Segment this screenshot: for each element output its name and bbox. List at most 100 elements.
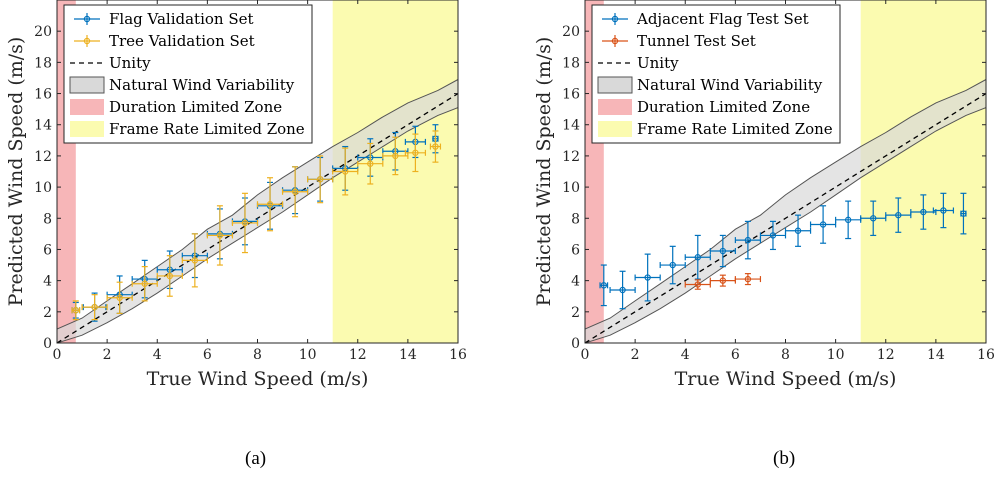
- x-tick-label: 4: [153, 347, 162, 363]
- data-point: [281, 166, 309, 218]
- y-tick-label: 6: [43, 242, 52, 258]
- y-tick-label: 8: [43, 211, 52, 227]
- point-marker: [960, 210, 967, 217]
- data-point: [634, 253, 661, 302]
- point-marker: [116, 294, 123, 301]
- y-axis-label: Predicted Wind Speed (m/s): [533, 37, 555, 307]
- point-marker: [644, 274, 651, 281]
- x-tick-label: 14: [927, 347, 945, 363]
- x-tick-label: 6: [731, 347, 740, 363]
- legend-box: [63, 4, 313, 144]
- legend-label: Unity: [637, 54, 679, 72]
- x-tick-label: 16: [977, 347, 995, 363]
- point-marker: [600, 282, 607, 289]
- point-marker: [719, 247, 727, 255]
- y-tick-label: 4: [571, 274, 580, 290]
- x-tick-label: 14: [399, 347, 417, 363]
- y-tick-label: 0: [43, 336, 52, 352]
- point-marker: [216, 232, 224, 239]
- point-marker: [316, 176, 324, 183]
- x-axis-label: True Wind Speed (m/s): [147, 368, 369, 390]
- data-point: [599, 264, 609, 307]
- y-tick-label: 18: [34, 55, 52, 71]
- band-upper-edge: [585, 79, 986, 330]
- data-point: [131, 266, 158, 302]
- data-point: [734, 220, 762, 260]
- x-tick-label: 8: [253, 347, 262, 363]
- legend-entry-duration-limited-zone: Duration Limited Zone: [70, 98, 282, 116]
- plot-area: [585, 0, 986, 343]
- x-tick-label: 12: [877, 347, 895, 363]
- y-ticks: 0 2 4 6 8 10 12 14 16 18 20: [34, 24, 458, 352]
- data-point: [404, 125, 427, 159]
- legend-box: [591, 4, 841, 144]
- point-marker: [241, 219, 249, 227]
- y-tick-label: 16: [562, 87, 580, 103]
- legend-label: Frame Rate Limited Zone: [637, 120, 833, 138]
- data-point: [885, 197, 912, 233]
- legend-entry-tunnel-test-set: Tunnel Test Set: [602, 32, 756, 50]
- point-marker: [895, 211, 902, 219]
- data-point: [382, 136, 409, 176]
- point-marker: [291, 188, 299, 195]
- point-marker: [920, 208, 927, 216]
- data-point: [932, 192, 955, 229]
- data-point: [784, 214, 812, 247]
- y-tick-label: 14: [562, 118, 580, 134]
- x-tick-label: 0: [581, 347, 590, 363]
- data-point: [910, 194, 937, 230]
- x-tick-label: 4: [681, 347, 690, 363]
- legend-label: Adjacent Flag Test Set: [636, 10, 809, 28]
- y-tick-label: 16: [34, 87, 52, 103]
- x-tick-label: 12: [349, 347, 367, 363]
- data-point: [860, 200, 887, 237]
- point-marker: [719, 277, 727, 284]
- legend-entry-adjacent-flag-test-set: Adjacent Flag Test Set: [602, 10, 809, 28]
- band-lower-edge: [57, 107, 458, 343]
- y-tick-label: 6: [571, 242, 580, 258]
- point-marker: [769, 232, 777, 239]
- legend-entry-unity: Unity: [598, 54, 679, 72]
- data-point: [156, 255, 183, 297]
- legend-swatch-marker: [83, 37, 91, 45]
- legend-swatch-patch: [598, 121, 632, 137]
- legend-swatch-patch: [70, 99, 104, 115]
- y-tick-label: 4: [43, 274, 52, 290]
- x-tick-label: 0: [53, 347, 62, 363]
- legend-entry-frame-rate-limited-zone: Frame Rate Limited Zone: [70, 120, 305, 138]
- x-tick-label: 10: [827, 347, 845, 363]
- data-point: [684, 234, 711, 280]
- data-point: [404, 133, 427, 173]
- data-point: [181, 233, 208, 288]
- point-marker: [342, 168, 349, 175]
- y-tick-label: 20: [34, 24, 52, 40]
- point-marker: [744, 236, 752, 244]
- legend-swatch-patch: [597, 76, 633, 94]
- band-lower-edge: [585, 107, 986, 343]
- legend: Flag Validation Set Tree Validation Set Un…: [63, 4, 313, 144]
- legend-label: Unity: [109, 54, 151, 72]
- data-point: [684, 279, 711, 290]
- point-marker: [432, 143, 439, 150]
- x-tick-label: 10: [299, 347, 317, 363]
- x-tick-label: 6: [203, 347, 212, 363]
- natural-wind-variability-band: [585, 79, 986, 343]
- frame-rate-limited-zone: [860, 0, 986, 343]
- series-tunnel-test-set: [684, 273, 762, 290]
- x-tick-label: 8: [781, 347, 790, 363]
- y-tick-label: 14: [34, 118, 52, 134]
- point-marker: [744, 275, 752, 283]
- data-point: [960, 192, 967, 235]
- point-marker: [619, 286, 626, 294]
- legend-label: Natural Wind Variability: [109, 76, 295, 94]
- point-marker: [141, 280, 148, 287]
- point-marker: [91, 303, 98, 311]
- y-tick-label: 20: [562, 24, 580, 40]
- legend-label: Duration Limited Zone: [109, 98, 282, 116]
- point-marker: [819, 221, 827, 228]
- data-point: [332, 147, 359, 196]
- y-tick-label: 2: [43, 305, 52, 321]
- data-point: [256, 177, 284, 232]
- x-ticks: 0 2 4 6 8 10 12 14 16: [581, 0, 995, 363]
- y-tick-label: 12: [562, 149, 580, 165]
